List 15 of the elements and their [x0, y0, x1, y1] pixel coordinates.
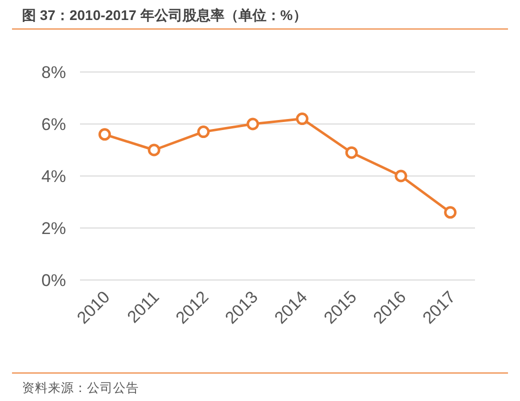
point: [246, 118, 260, 130]
point: [345, 146, 358, 159]
y-tick-label: 2%: [41, 219, 66, 238]
text: 资料来源：公司公告: [22, 381, 139, 395]
y-tick-label: 6%: [41, 115, 66, 134]
point: [444, 206, 457, 219]
point: [148, 144, 160, 156]
y-tick-label: 0%: [41, 271, 66, 290]
point: [394, 170, 408, 182]
y-tick-label: 8%: [41, 63, 66, 82]
y-tick-label: 4%: [41, 167, 66, 186]
chart-title: 图 37：2010-2017 年公司股息率（单位：%）: [22, 7, 307, 23]
point: [197, 126, 210, 138]
point: [296, 112, 308, 126]
point: [98, 128, 111, 141]
